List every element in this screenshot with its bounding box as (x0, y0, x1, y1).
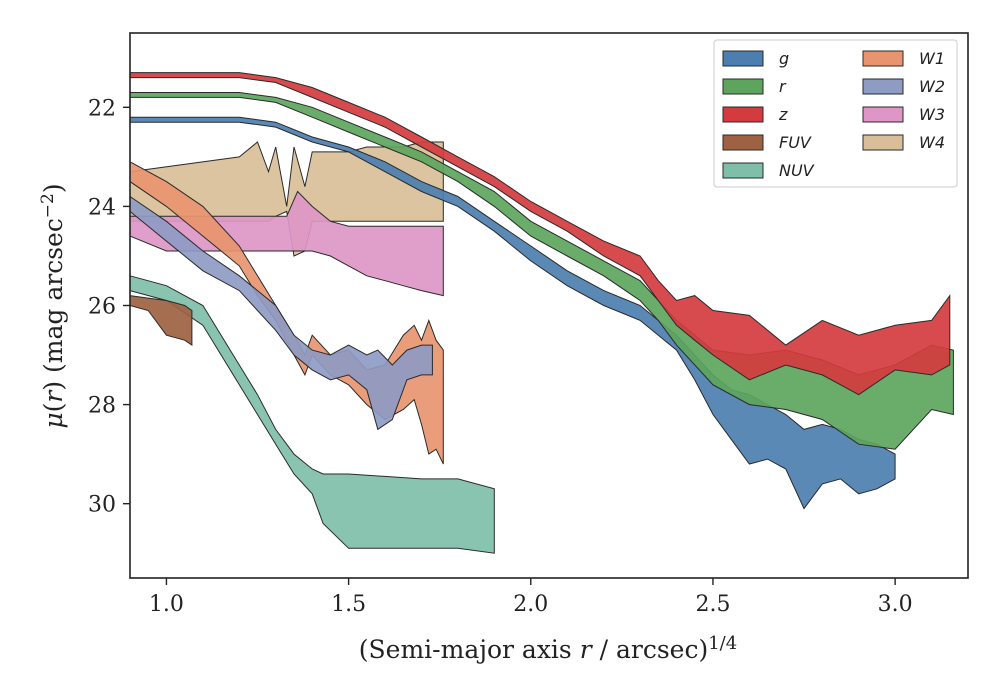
legend-label-z: z (778, 105, 788, 124)
x-tick-label: 3.0 (878, 592, 913, 617)
legend-swatch-w4 (862, 134, 904, 151)
x-tick-label: 1.0 (149, 592, 184, 617)
x-axis-label: (Semi-major axis r / arcsec)1/4 (359, 633, 737, 664)
series-band-fuv (129, 295, 193, 347)
legend-swatch-fuv (722, 134, 764, 151)
legend-label-g: g (779, 49, 789, 68)
legend-label-r: r (779, 77, 787, 96)
legend-items: grz FUV NUV W1 W2 W3 W4 (722, 49, 945, 180)
legend-swatch-w2 (862, 78, 904, 95)
legend-swatch-g (722, 50, 764, 67)
legend-label-nuv: NUV (779, 161, 815, 180)
series-band-w4 (129, 141, 444, 257)
x-tick-label: 1.5 (331, 592, 366, 617)
legend-label-w4: W4 (919, 133, 945, 152)
series-band-z (129, 72, 951, 396)
legend-label-w2: W2 (919, 77, 945, 96)
series-band-w2 (129, 195, 433, 431)
legend-label-fuv: FUV (779, 133, 812, 152)
legend-swatch-w3 (862, 106, 904, 123)
y-tick-label: 30 (88, 493, 116, 518)
legend-label-w1: W1 (919, 49, 945, 68)
legend-swatch-r (722, 78, 764, 95)
ticks-layer: 1.0 1.5 2.0 2.5 3.0 22 24 26 28 30 (88, 96, 913, 617)
legend-swatch-w1 (862, 50, 904, 67)
series-layer (129, 72, 954, 554)
series-band-nuv (129, 275, 495, 554)
legend-label-w3: W3 (919, 105, 945, 124)
x-tick-label: 2.0 (513, 592, 548, 617)
legend-swatch-nuv (722, 162, 764, 179)
y-axis-label: μ(r) (mag arcsec−2) (38, 183, 68, 428)
legend-swatch-z (722, 106, 764, 123)
y-tick-label: 24 (88, 195, 116, 220)
x-tick-label: 2.5 (695, 592, 730, 617)
legend: grz FUV NUV W1 W2 W3 W4 (713, 39, 958, 188)
y-tick-label: 22 (88, 96, 116, 121)
y-tick-label: 28 (88, 394, 116, 419)
series-band-g (129, 116, 896, 510)
y-tick-label: 26 (88, 295, 116, 320)
